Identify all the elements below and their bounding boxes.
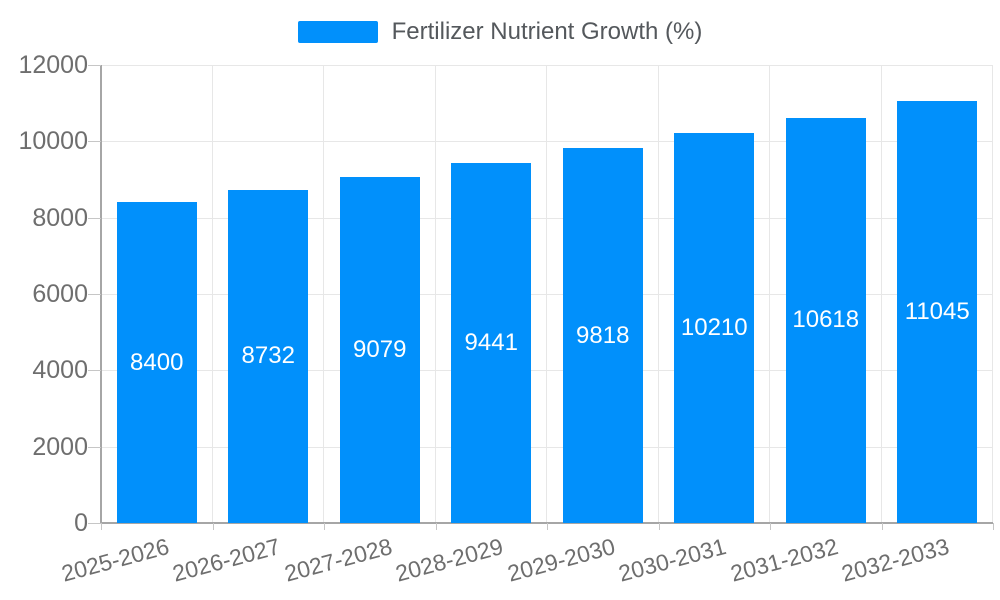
- x-tick-mark: [435, 523, 437, 530]
- bar[interactable]: [785, 117, 866, 523]
- y-tick-mark: [88, 446, 101, 448]
- x-tick-mark: [101, 523, 102, 530]
- gridline-v: [211, 65, 213, 523]
- gridline-v: [434, 65, 436, 523]
- bar-value-label: 10210: [680, 314, 748, 342]
- gridline-h: [101, 446, 993, 448]
- bar[interactable]: [451, 162, 532, 523]
- bar-value-label: 8732: [241, 342, 295, 370]
- y-axis-line: [100, 65, 102, 523]
- gridline-h: [101, 294, 993, 295]
- bar[interactable]: [339, 176, 420, 523]
- gridline-v: [880, 65, 882, 523]
- bar-value-label: 11045: [904, 298, 970, 326]
- y-tick-mark: [88, 65, 101, 66]
- y-tick-mark: [88, 294, 101, 295]
- bar-value-label: 9441: [464, 328, 518, 356]
- x-tick-mark: [324, 523, 325, 530]
- gridline-v: [323, 65, 324, 523]
- bar[interactable]: [897, 101, 978, 523]
- y-tick-label: 4000: [32, 356, 88, 385]
- bar[interactable]: [674, 133, 755, 523]
- y-tick-label: 12000: [18, 51, 88, 79]
- bar[interactable]: [228, 189, 309, 523]
- y-tick-label: 10000: [18, 127, 88, 156]
- x-tick-mark: [770, 523, 771, 530]
- y-tick-label: 8000: [32, 203, 88, 232]
- gridline-h: [101, 370, 993, 372]
- bar-value-label: 9818: [576, 321, 630, 349]
- x-tick-mark: [658, 523, 660, 530]
- bar-value-label: 8400: [130, 348, 184, 376]
- bar-value-label: 10618: [792, 306, 860, 334]
- y-tick-mark: [88, 217, 101, 219]
- gridline-v: [769, 65, 770, 523]
- x-tick-mark: [212, 523, 214, 530]
- bar[interactable]: [116, 202, 197, 523]
- y-tick-label: 2000: [32, 432, 88, 461]
- x-tick-mark: [547, 523, 548, 530]
- x-tick-mark: [993, 523, 994, 530]
- legend[interactable]: Fertilizer Nutrient Growth (%): [0, 18, 1000, 46]
- legend-label: Fertilizer Nutrient Growth (%): [391, 18, 703, 45]
- y-tick-mark: [88, 370, 101, 372]
- bar[interactable]: [562, 148, 643, 523]
- plot-area: 8400 8732 9079 9441 9818 10210 10618 11045: [100, 65, 993, 524]
- gridline-h: [101, 65, 993, 66]
- gridline-h: [101, 141, 993, 143]
- y-tick-mark: [88, 523, 101, 524]
- gridline-v: [657, 65, 659, 523]
- x-tick-mark: [881, 523, 883, 530]
- gridline-v: [992, 65, 993, 523]
- gridline-v: [546, 65, 547, 523]
- y-tick-label: 6000: [32, 280, 88, 308]
- legend-swatch: [297, 21, 378, 43]
- gridline-h: [101, 217, 993, 219]
- bar-value-label: 9079: [353, 335, 407, 363]
- y-tick-label: 0: [74, 509, 88, 537]
- y-tick-mark: [88, 141, 101, 143]
